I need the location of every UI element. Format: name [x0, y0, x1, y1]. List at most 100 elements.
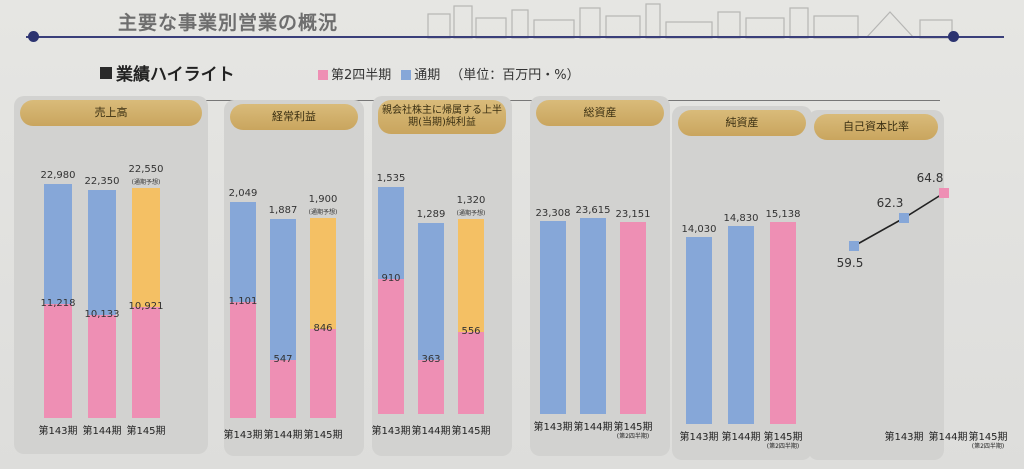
- forecast-note: (通期予想): [308, 208, 338, 216]
- category-note: (第2四半期): [616, 433, 650, 440]
- forecast-note: (通期予想): [456, 209, 486, 217]
- data-label: 23,615: [575, 205, 611, 217]
- data-label-q2: 910: [381, 273, 401, 285]
- bar-full: [230, 201, 256, 302]
- data-label-full: 22,980: [40, 169, 76, 181]
- category-label: 第145期 (第2四半期): [968, 432, 1008, 450]
- forecast-note: (通期予想): [131, 178, 161, 186]
- chart-panel-2: 経常利益 2,049 1,101 第143期 1,887 547 第144期 1,900 (通期…: [223, 100, 364, 456]
- data-label-q2: 10,921: [128, 300, 164, 312]
- page-title: 主要な事業別営業の概況: [118, 12, 339, 34]
- category-label: 第145期: [126, 426, 166, 437]
- data-label-full: 2,049: [228, 187, 258, 199]
- category-label: 第143期: [884, 432, 924, 443]
- section-rule: [100, 100, 940, 101]
- category-label: 第144期: [573, 422, 613, 433]
- category-label: 第144期: [82, 426, 122, 437]
- data-label-full: 1,320: [456, 194, 486, 206]
- category-label: 第145期: [303, 430, 343, 441]
- bar-value: [620, 222, 646, 414]
- data-label-full: 22,350: [84, 176, 120, 188]
- category-label: 第144期: [263, 430, 303, 441]
- legend-full-label: 通期: [414, 68, 441, 83]
- category-label: 第145期 (第2四半期): [613, 422, 653, 440]
- bar-full: [88, 190, 116, 315]
- bar-q2: [418, 360, 444, 414]
- bar-value: [728, 226, 754, 424]
- legend-swatch-full: [401, 70, 412, 80]
- data-label: 14,830: [723, 213, 759, 225]
- legend-q2-label: 第2四半期: [331, 68, 392, 83]
- bar-value: [686, 236, 712, 424]
- data-label: 15,138: [765, 209, 801, 221]
- category-label: 第144期: [411, 426, 451, 437]
- legend-unit: （単位：百万円・%）: [450, 68, 580, 83]
- bar-q2: [44, 303, 72, 418]
- bar-q2: [88, 314, 116, 418]
- line-chart-svg: [849, 188, 949, 251]
- data-label-full: 1,887: [268, 205, 298, 216]
- legend-swatch-q2: [318, 70, 328, 80]
- chart-panel-1: 売上高 22,980 11,218 第143期 22,350 10,133 第144期 22,…: [14, 96, 208, 454]
- data-label: 23,308: [535, 208, 571, 219]
- category-label: 第143期: [223, 430, 263, 441]
- data-label-full: 22,550: [128, 163, 164, 175]
- bar-full: [132, 187, 160, 307]
- chart-panel-5: 純資産 14,030 第143期 14,830 第144期 15,138 第145期 (第2四…: [672, 106, 812, 460]
- bar-q2: [132, 306, 160, 418]
- category-label: 第144期: [721, 432, 761, 443]
- bar-full: [458, 218, 484, 332]
- section-title: 業績ハイライト: [100, 60, 235, 85]
- chart-title: 親会社株主に帰属する上半期(当期)純利益: [378, 100, 506, 134]
- bar-q2: [230, 301, 256, 418]
- category-label: 第144期: [928, 432, 968, 443]
- legend: 第2四半期 通期 （単位：百万円・%）: [318, 64, 580, 83]
- data-label-full: 1,900: [308, 193, 338, 205]
- bar-full: [378, 187, 404, 280]
- square-icon: [100, 67, 112, 79]
- category-label: 第143期: [533, 422, 573, 433]
- category-label: 第145期: [451, 426, 491, 437]
- bar-full: [418, 223, 444, 361]
- data-label: 14,030: [681, 223, 717, 235]
- data-label-q2: 556: [461, 325, 481, 337]
- data-label-q2: 363: [421, 354, 441, 366]
- chart-panel-6: 自己資本比率 59.5 第143期 62.3 第144期 64.8 第145期 (第2四半期): [808, 110, 1008, 460]
- section-title-text: 業績ハイライト: [116, 65, 235, 85]
- category-label: 第145期 (第2四半期): [763, 432, 803, 450]
- legend-full: 通期: [401, 64, 440, 83]
- bar-full: [270, 219, 296, 361]
- data-label: 62.3: [876, 196, 904, 210]
- data-label: 59.5: [836, 256, 864, 270]
- bar-full: [310, 217, 336, 329]
- category-note: (第2四半期): [766, 443, 800, 450]
- data-label-q2: 10,133: [84, 308, 120, 320]
- chart-title: 売上高: [20, 100, 202, 126]
- category-label: 第143期: [679, 432, 719, 443]
- data-label-q2: 11,218: [40, 297, 76, 309]
- bar-value: [770, 222, 796, 424]
- legend-q2: 第2四半期: [318, 64, 391, 83]
- chart-title: 自己資本比率: [814, 114, 938, 140]
- category-label: 第143期: [38, 426, 78, 437]
- chart-panel-4: 総資産 23,308 第143期 23,615 第144期 23,151 第145期 (第2四…: [530, 96, 670, 456]
- data-point: [899, 213, 909, 223]
- bar-q2: [270, 360, 296, 418]
- chart-title: 経常利益: [230, 104, 358, 130]
- data-label-q2: 547: [273, 354, 293, 366]
- category-note: (第2四半期): [971, 443, 1005, 450]
- chart-panel-3: 親会社株主に帰属する上半期(当期)純利益 1,535 910 第143期 1,289 36…: [371, 96, 512, 456]
- data-label-q2: 846: [313, 322, 333, 334]
- category-label: 第143期: [371, 426, 411, 437]
- bar-q2: [458, 331, 484, 414]
- data-label: 23,151: [615, 209, 651, 221]
- data-label-full: 1,289: [416, 209, 446, 221]
- bar-q2: [378, 279, 404, 414]
- bar-full: [44, 183, 72, 304]
- data-label-q2: 1,101: [228, 295, 258, 307]
- bar-value: [540, 221, 566, 414]
- rule-dot-left: [28, 31, 39, 42]
- data-point: [849, 241, 859, 251]
- data-label: 64.8: [916, 171, 944, 185]
